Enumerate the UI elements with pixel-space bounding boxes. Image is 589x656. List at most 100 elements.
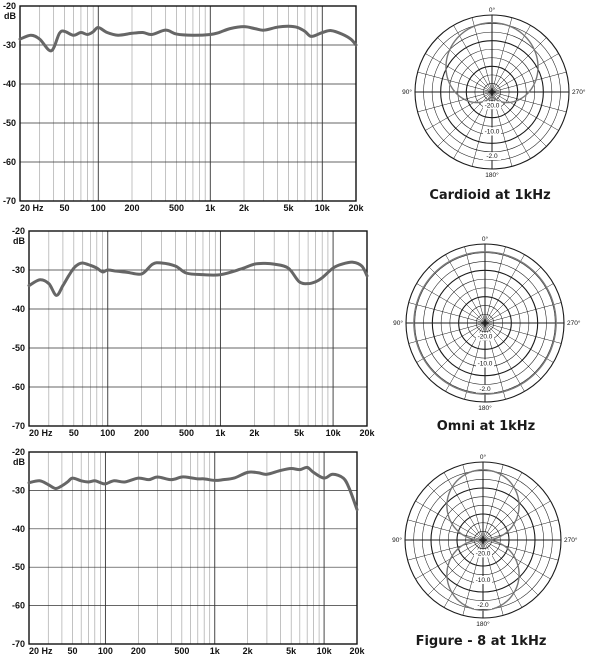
polar-spoke: [416, 283, 486, 324]
polar-spoke: [484, 322, 542, 380]
polar-angle-label: 0°: [480, 453, 487, 461]
y-axis-unit-label: dB: [13, 457, 25, 467]
polar-ring-label: -20.0: [476, 550, 491, 557]
y-tick-label: -70: [12, 421, 25, 431]
x-tick-label: 100: [100, 428, 115, 438]
polar-ring-label: -2.0: [479, 386, 491, 393]
caption-figure8: Figure - 8 at 1kHz: [416, 634, 547, 649]
x-tick-label: 20k: [349, 646, 365, 656]
y-tick-label: -40: [3, 79, 16, 89]
y-tick-label: -50: [12, 343, 25, 353]
y-axis-unit-label: dB: [13, 236, 25, 246]
y-tick-label: -60: [12, 601, 25, 611]
y-tick-label: -60: [3, 157, 16, 167]
polar-ring-label-bg: [483, 152, 501, 161]
x-tick-label: 20k: [348, 203, 364, 213]
y-axis-unit-label: dB: [4, 11, 16, 21]
x-tick-label: 50: [69, 428, 79, 438]
x-tick-label: 1k: [205, 203, 216, 213]
polar-plot-omni: 0° 90° 180° 270° -20.0 -10.0 -2.0: [393, 235, 581, 412]
plot-frame: [19, 5, 357, 202]
polar-ring-label: -2.0: [477, 602, 489, 609]
x-tick-label: 200: [124, 203, 139, 213]
x-tick-label: 10k: [326, 428, 342, 438]
polar-spoke: [408, 322, 486, 344]
y-tick-label: -70: [3, 196, 16, 206]
y-tick-label: -50: [3, 118, 16, 128]
polar-ring-label: -10.0: [485, 129, 500, 136]
x-tick-label: 20 Hz: [29, 428, 53, 438]
polar-pattern-curve: [445, 22, 539, 104]
polar-ring-label-bg: [474, 549, 492, 558]
y-tick-label: -70: [12, 639, 25, 649]
polar-spoke: [482, 472, 523, 541]
polar-spoke: [417, 91, 493, 113]
polar-ring-label-bg: [483, 127, 501, 136]
polar-spoke: [407, 519, 484, 541]
polar-spoke: [482, 464, 504, 541]
polar-spoke: [484, 322, 562, 344]
polar-spoke: [425, 91, 493, 131]
frequency-response-curve: [18, 24, 358, 53]
polar-angle-label: 180°: [485, 171, 499, 179]
y-tick-label: -60: [12, 382, 25, 392]
x-tick-label: 2k: [239, 203, 250, 213]
polar-spoke: [484, 322, 554, 363]
x-tick-label: 50: [68, 646, 78, 656]
polar-plot-figure8: 0° 90° 180° 270° -20.0 -10.0 -2.0: [392, 453, 578, 628]
polar-spoke: [482, 539, 551, 580]
x-tick-label: 2k: [243, 646, 254, 656]
polar-spoke: [484, 302, 562, 324]
x-tick-label: 500: [169, 203, 184, 213]
polar-spoke: [427, 539, 484, 596]
x-tick-label: 2k: [249, 428, 260, 438]
polar-spoke: [484, 266, 542, 324]
polar-angle-label: 90°: [393, 319, 403, 327]
freq-response-panel-figure8: -20 -30 -40 -50 -60 -70 dB 20 Hz 50 100 200 500 1k 2k…: [12, 447, 366, 656]
polar-spoke: [484, 283, 554, 324]
y-tick-label: -50: [12, 562, 25, 572]
polar-angle-label: 90°: [392, 536, 402, 544]
y-tick-label: -30: [3, 40, 16, 50]
polar-spoke: [445, 254, 486, 324]
polar-spoke: [462, 464, 484, 541]
freq-response-panel-cardioid: -20 -30 -40 -50 -60 -70 dB 20 Hz 50 100 200 500 1k 2k…: [3, 1, 365, 213]
polar-spoke: [491, 25, 531, 93]
y-tick-label: -20: [3, 1, 16, 11]
polar-spoke: [482, 500, 551, 541]
polar-spoke: [491, 91, 559, 131]
polar-ring-label: -10.0: [478, 361, 493, 368]
x-tick-label: 100: [91, 203, 106, 213]
x-tick-label: 10k: [317, 646, 333, 656]
polar-spoke: [408, 302, 486, 324]
frequency-response-curve: [27, 465, 359, 512]
x-tick-label: 20 Hz: [20, 203, 44, 213]
frequency-response-curve: [27, 260, 369, 297]
polar-ring-label-bg: [476, 384, 494, 393]
polar-spoke: [428, 322, 486, 380]
polar-angle-label: 180°: [476, 620, 490, 628]
polar-spoke: [491, 17, 513, 93]
x-tick-label: 500: [179, 428, 194, 438]
x-tick-label: 1k: [210, 646, 221, 656]
polar-angle-label: 90°: [402, 88, 412, 96]
polar-plot-cardioid: 0° 90° 180° 270° -20.0 -10.0 -2.0: [402, 6, 586, 179]
polar-angle-label: 270°: [564, 536, 578, 544]
polar-angle-label: 0°: [489, 6, 496, 14]
x-tick-label: 20k: [359, 428, 375, 438]
x-tick-label: 10k: [315, 203, 331, 213]
y-tick-label: -40: [12, 304, 25, 314]
polar-spoke: [482, 539, 559, 561]
polar-ring-label: -20.0: [478, 334, 493, 341]
polar-spoke: [453, 25, 493, 93]
polar-spoke: [491, 37, 547, 93]
polar-spoke: [416, 322, 486, 363]
plot-frame: [28, 451, 358, 645]
y-tick-label: -30: [12, 265, 25, 275]
x-tick-label: 200: [131, 646, 146, 656]
polar-angle-label: 180°: [478, 404, 492, 412]
x-tick-label: 5k: [286, 646, 297, 656]
x-tick-label: 200: [134, 428, 149, 438]
polar-pattern-curve: [446, 469, 520, 611]
